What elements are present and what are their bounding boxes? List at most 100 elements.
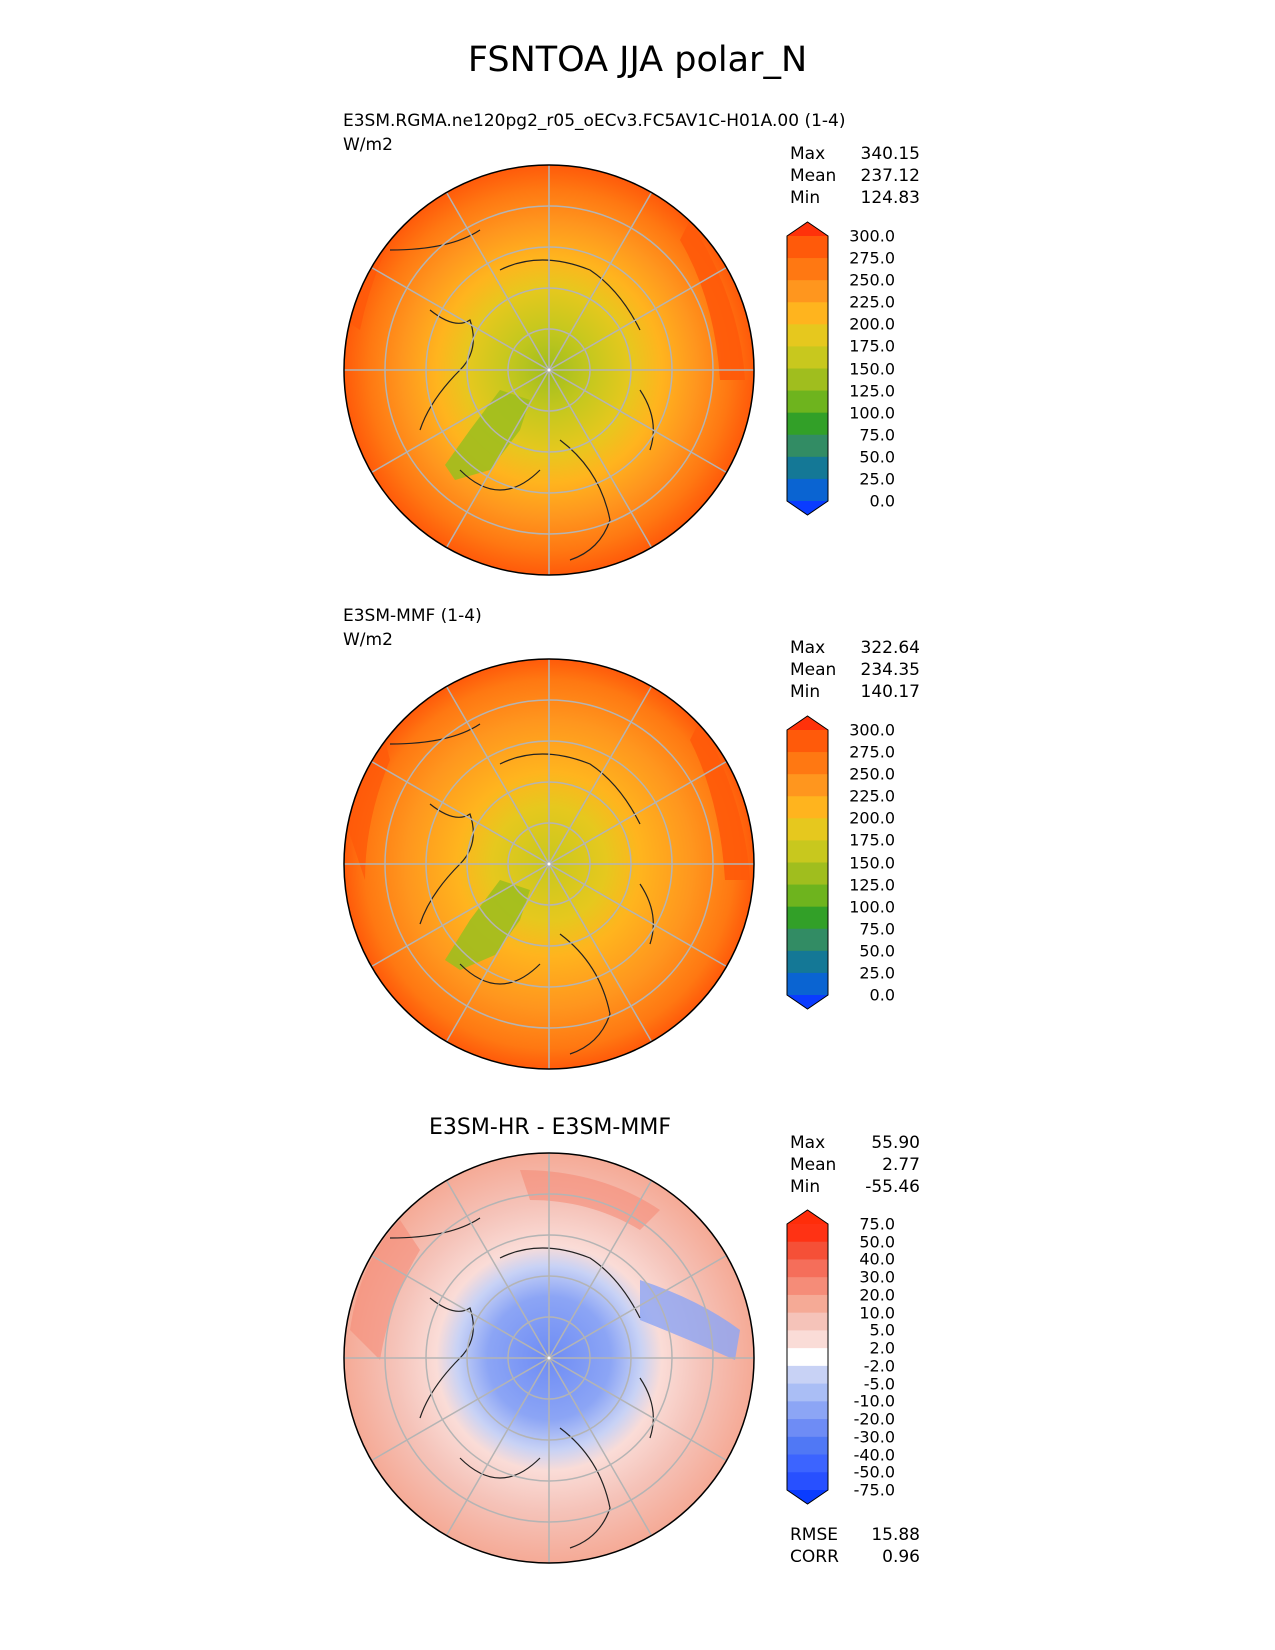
colorbar-tick-label: 2.0 [869,1338,895,1358]
panel2-mean-label: Mean [790,660,837,680]
colorbar-segment [787,1312,828,1331]
map2-west-hot [345,720,390,880]
colorbar-tick-label: 75.0 [859,425,895,445]
colorbar-segment [787,346,828,370]
colorbar-segment [787,1277,828,1296]
colorbar-tick-label: 50.0 [859,941,895,961]
panel1-mean-label: Mean [790,166,837,186]
colorbar-segment [787,1330,828,1349]
colorbar-segment [787,1436,828,1456]
colorbar-tick-label: 125.0 [849,381,895,401]
colorbar-tick-label: 200.0 [849,314,895,334]
colorbar-segment [787,1454,828,1473]
map3-west-positive [350,1220,420,1360]
colorbar-1-labels: 0.0 25.0 50.0 75.0 100.0 125.0 150.0 175.0 200.0… [800,0,895,1650]
colorbar-segment [787,1383,828,1402]
colorbar-tick-label: 100.0 [849,403,895,423]
colorbar-tick-label: 300.0 [849,226,895,246]
colorbar-1 [786,221,829,516]
colorbar-segment [787,302,828,325]
panel3-metrics: RMSE 15.88 CORR 0.96 [790,1524,920,1568]
corr-label: CORR [790,1547,839,1567]
colorbar-tick-label: 20.0 [859,1285,895,1305]
colorbar-segment [787,280,828,303]
colorbar-tick-label: 175.0 [849,830,895,850]
panel3-min-value: -55.46 [865,1177,920,1197]
colorbar-tick-label: 50.0 [859,1232,895,1252]
map2-east-hot [690,720,750,880]
colorbar-tick-label: 300.0 [849,720,895,740]
colorbar-tick-label: 275.0 [849,248,895,268]
colorbar-segment [787,818,828,842]
colorbar-segment [787,368,828,392]
panel3-title: E3SM-HR - E3SM-MMF [429,1115,671,1140]
colorbar-tick-label: -2.0 [863,1356,895,1376]
colorbar-extend-max [787,716,828,730]
colorbar-segment [787,412,828,436]
colorbar-segment [787,1259,828,1278]
colorbar-outline [786,1209,829,1505]
colorbar-segment [787,774,828,797]
colorbar-segment [787,1294,828,1314]
map2-greenland-anomaly [445,880,530,970]
map1-disc [343,164,755,576]
colorbar-tick-label: 25.0 [859,469,895,489]
colorbar-tick-label: 40.0 [859,1249,895,1269]
colorbar-tick-label: 250.0 [849,764,895,784]
colorbar-segment [787,324,828,348]
figure-title: FSNTOA JJA polar_N [467,40,808,80]
panel3-stats: Max 55.90 Mean 2.77 Min -55.46 [790,1132,920,1198]
colorbar-extend-min [787,995,828,1009]
colorbar-extend-min [787,501,828,515]
colorbar-tick-label: 0.0 [869,491,895,511]
colorbar-tick-label: 225.0 [849,292,895,312]
panel2-title: E3SM-MMF (1-4) [343,606,482,626]
colorbar-tick-label: 125.0 [849,875,895,895]
panel3-max-value: 55.90 [871,1133,920,1153]
corr-value: 0.96 [882,1547,920,1567]
map1-east-hot [680,220,745,380]
colorbar-tick-label: 200.0 [849,808,895,828]
colorbar-segment [787,752,828,775]
colorbar-segment [787,1401,828,1420]
colorbar-extend-max [787,1210,828,1224]
colorbar-outline [786,221,829,516]
colorbar-tick-label: -75.0 [853,1480,895,1500]
colorbar-tick-label: -40.0 [853,1445,895,1465]
colorbar-tick-label: -10.0 [853,1391,895,1411]
colorbar-tick-label: -30.0 [853,1427,895,1447]
colorbar-tick-label: 75.0 [859,919,895,939]
colorbar-tick-label: 75.0 [859,1214,895,1234]
panel1-max-value: 340.15 [860,144,920,164]
colorbar-extend-max [787,222,828,236]
panel2-min-value: 140.17 [860,682,920,702]
map3-north-positive [520,1170,660,1230]
colorbar-tick-label: 250.0 [849,270,895,290]
colorbar-segment [787,1348,828,1367]
colorbar-tick-label: 5.0 [869,1320,895,1340]
colorbar-tick-label: 150.0 [849,359,895,378]
panel3-max-label: Max [790,1133,826,1153]
panel2-max-label: Max [790,638,826,658]
panel1-min-value: 124.83 [860,188,920,208]
colorbar-segment [787,258,828,281]
colorbar-tick-label: -5.0 [863,1374,895,1394]
colorbar-tick-label: 10.0 [859,1303,895,1323]
colorbar-tick-label: -50.0 [853,1462,895,1482]
colorbar-segment [787,434,828,458]
panel2-units: W/m2 [343,630,393,650]
panel1-mean-value: 237.12 [860,166,920,186]
panel2-mean-value: 234.35 [860,660,920,680]
panel3-mean-label: Mean [790,1155,837,1175]
colorbar-segment [787,390,828,414]
map3-east-negative [640,1280,740,1360]
colorbar-2 [786,715,829,1010]
colorbar-outline [786,715,829,1010]
colorbar-tick-label: 150.0 [849,853,895,872]
colorbar-segment [787,928,828,952]
colorbar-tick-label: 0.0 [869,985,895,1005]
colorbar-segment [787,1472,828,1491]
colorbar-tick-label: 225.0 [849,786,895,806]
colorbar-3-labels: -75.0 -50.0 -40.0 -30.0 -20.0 -10.0 -5.0 -2.0 2.… [800,0,895,1650]
